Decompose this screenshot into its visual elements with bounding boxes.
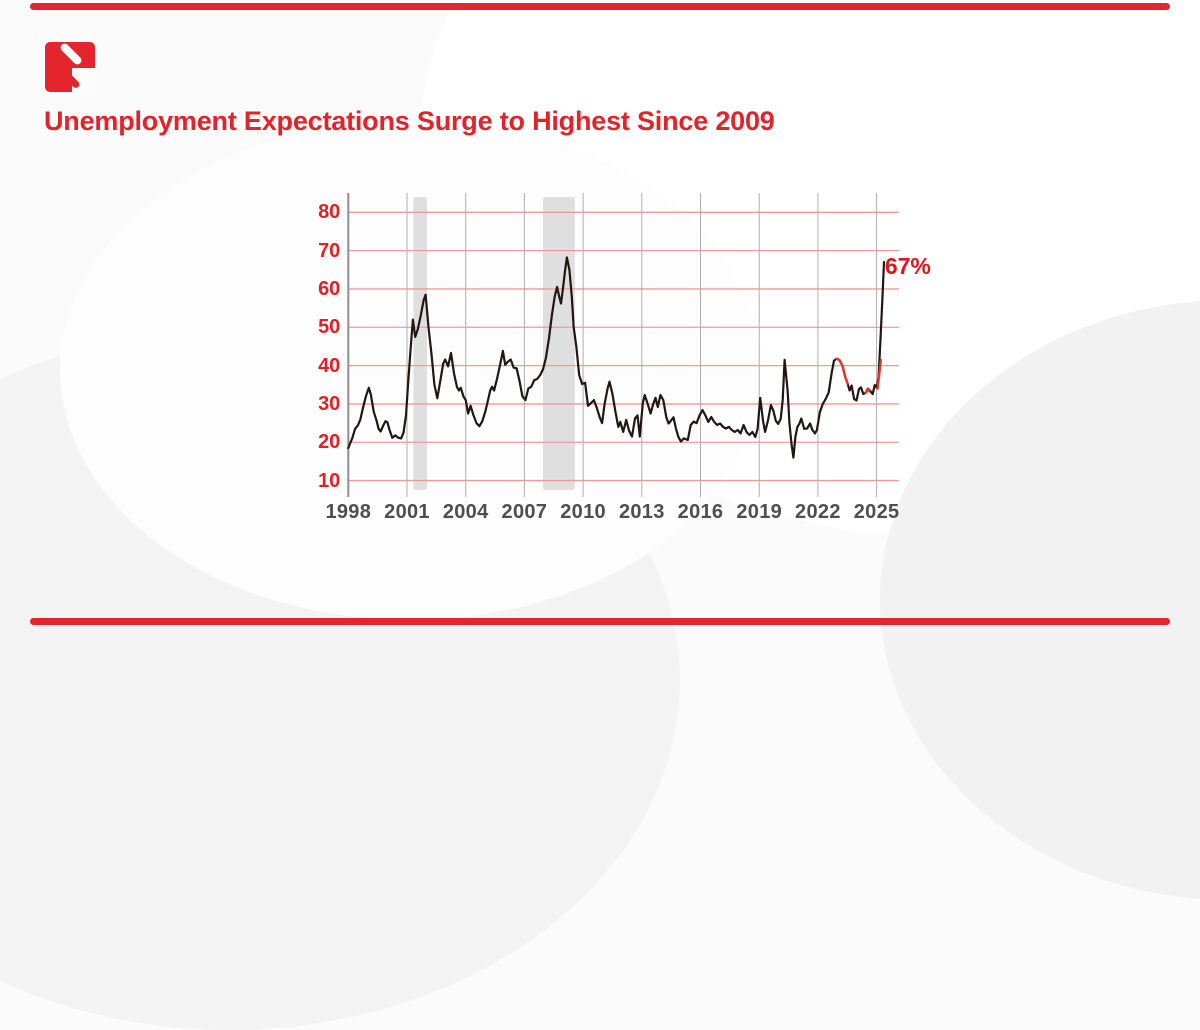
unemployment-expectations-chart: 10 20 30 40 50 60 70 80 1998 2001 2004 2007 2010 201… [318, 185, 965, 530]
data-line [347, 256, 886, 459]
chart-plot-area [347, 193, 899, 497]
x-axis-tick-label: 2016 [677, 501, 724, 523]
y-axis-tick-label: 50 [318, 316, 341, 339]
x-axis-tick-label: 1998 [325, 501, 372, 523]
x-axis-tick-label: 2010 [560, 501, 606, 523]
highlight-line [876, 358, 883, 390]
highlight-line [835, 357, 849, 385]
brand-logo [45, 41, 95, 92]
x-axis-tick-label: 2019 [736, 501, 783, 523]
x-axis-tick-label: 2007 [501, 501, 548, 523]
x-axis-tick-label: 2004 [442, 501, 489, 523]
y-axis-tick-label: 30 [318, 392, 341, 415]
logo-pen-tip-icon [63, 71, 81, 90]
highlight-line [864, 387, 871, 395]
headline: Unemployment Expectations Surge to Highe… [44, 106, 775, 136]
bottom-accent-bar [30, 618, 1170, 625]
y-axis-tick-label: 40 [318, 354, 341, 377]
top-accent-bar [30, 3, 1170, 10]
x-axis-tick-label: 2025 [853, 501, 900, 523]
y-axis-tick-label: 80 [318, 201, 341, 224]
y-axis-tick-label: 70 [318, 239, 341, 262]
x-axis-tick-label: 2013 [618, 501, 665, 523]
logo-pen-stroke-icon [58, 41, 84, 67]
x-axis-tick-label: 2022 [795, 501, 841, 523]
x-axis-tick-label: 2001 [384, 501, 430, 523]
y-axis-tick-label: 60 [318, 277, 341, 300]
recession-band [542, 197, 575, 490]
logo-corner-notch [63, 68, 95, 92]
y-axis-tick-label: 20 [318, 431, 341, 454]
y-axis-tick-label: 10 [318, 469, 341, 492]
peak-value-label: 67% [884, 252, 931, 279]
recession-band [413, 197, 427, 490]
